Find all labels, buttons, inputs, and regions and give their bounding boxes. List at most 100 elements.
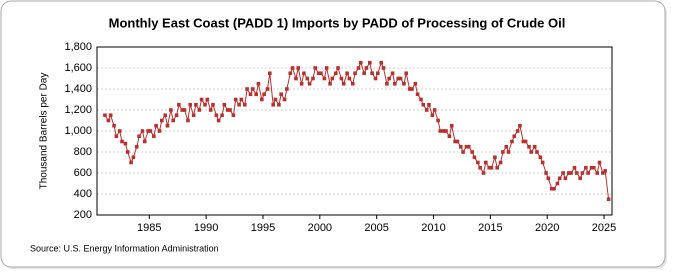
data-point: [146, 129, 150, 133]
data-point: [495, 165, 499, 170]
data-point: [376, 71, 380, 76]
data-point: [316, 71, 321, 76]
data-point: [211, 102, 215, 107]
data-point: [487, 165, 492, 170]
data-point: [231, 113, 236, 118]
data-point: [504, 144, 509, 149]
data-point: [302, 71, 306, 76]
data-point: [220, 113, 224, 118]
data-point: [174, 113, 179, 118]
data-point: [535, 150, 539, 154]
data-point: [140, 129, 145, 133]
data-point: [345, 71, 349, 76]
data-point: [385, 81, 389, 86]
data-point: [413, 81, 418, 86]
data-point: [199, 97, 204, 102]
x-tick-label: 1985: [137, 222, 161, 234]
data-point: [461, 150, 465, 154]
data-point: [137, 134, 141, 139]
data-point: [114, 134, 119, 139]
data-point: [532, 144, 537, 149]
data-point: [557, 176, 562, 181]
data-point: [441, 129, 446, 133]
data-point: [606, 197, 611, 202]
data-point: [364, 66, 369, 70]
data-point: [540, 160, 545, 165]
x-tick-label: 2015: [478, 222, 502, 234]
source-note: Source: U.S. Energy Information Administ…: [30, 243, 219, 253]
data-point: [521, 139, 526, 144]
data-point: [506, 150, 511, 154]
data-point: [396, 76, 401, 81]
data-point: [131, 155, 136, 160]
data-point: [333, 71, 338, 76]
data-point: [103, 113, 107, 118]
data-point: [501, 150, 505, 154]
data-point: [299, 81, 304, 86]
data-point: [228, 108, 232, 112]
data-point: [273, 97, 278, 102]
data-point: [387, 76, 391, 81]
y-tick-label: 1,800: [64, 41, 92, 53]
data-point: [205, 97, 210, 102]
data-point: [203, 102, 207, 107]
data-point: [233, 97, 238, 102]
data-point: [595, 171, 600, 175]
data-point: [277, 102, 281, 107]
data-point: [214, 113, 219, 118]
data-point: [447, 134, 452, 139]
data-point: [427, 102, 431, 107]
data-point: [373, 76, 378, 81]
data-point: [336, 66, 340, 70]
data-point: [108, 113, 113, 118]
data-point: [484, 160, 488, 165]
x-tick-label: 2025: [592, 222, 616, 234]
data-point: [555, 181, 560, 186]
data-point: [476, 160, 480, 165]
data-point: [341, 81, 346, 86]
data-point: [154, 123, 158, 128]
data-point: [544, 171, 548, 175]
chart-title: Monthly East Coast (PADD 1) Imports by P…: [109, 15, 566, 30]
data-point: [262, 92, 266, 97]
data-point: [282, 97, 287, 102]
data-point: [123, 141, 128, 146]
data-point: [538, 155, 543, 160]
data-point: [194, 102, 198, 107]
data-point: [489, 165, 494, 170]
data-point: [177, 102, 181, 107]
data-point: [294, 76, 298, 81]
data-point: [285, 87, 289, 91]
data-point: [245, 87, 249, 91]
data-point: [569, 171, 573, 175]
data-point: [419, 97, 423, 102]
data-point: [410, 87, 414, 91]
data-point: [472, 155, 477, 160]
data-point: [398, 76, 403, 81]
data-point: [188, 102, 193, 107]
data-point: [117, 129, 122, 133]
data-point: [589, 165, 594, 170]
y-tick-label: 600: [74, 167, 92, 179]
data-point: [498, 160, 503, 165]
data-point: [510, 139, 514, 144]
data-point: [191, 113, 196, 118]
data-point: [186, 118, 190, 123]
data-point: [415, 92, 420, 97]
data-point: [152, 134, 156, 139]
data-point: [464, 144, 469, 149]
data-point: [370, 71, 374, 76]
data-point: [271, 102, 276, 107]
data-point: [216, 118, 221, 123]
data-point: [311, 76, 315, 81]
data-point: [250, 87, 255, 91]
data-point: [208, 108, 213, 112]
data-point: [350, 81, 355, 86]
data-point: [407, 87, 412, 91]
data-point: [566, 171, 571, 175]
data-point: [160, 118, 164, 123]
data-point: [197, 108, 202, 112]
data-point: [180, 108, 185, 112]
data-point: [305, 76, 310, 81]
